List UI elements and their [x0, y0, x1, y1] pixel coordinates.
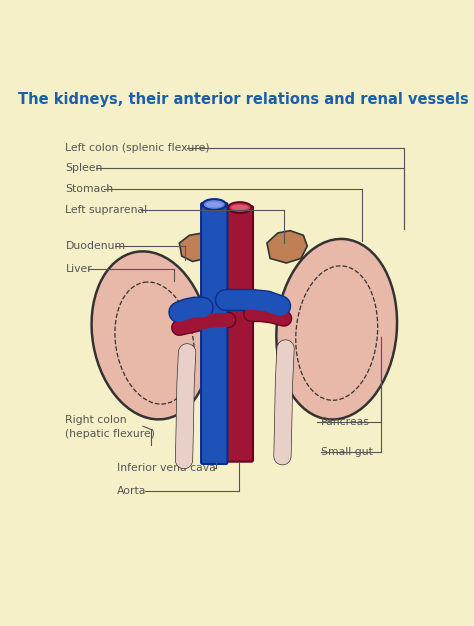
Ellipse shape [206, 202, 223, 207]
Polygon shape [267, 230, 307, 263]
Text: The kidneys, their anterior relations and renal vessels: The kidneys, their anterior relations an… [18, 92, 468, 107]
Ellipse shape [231, 205, 248, 210]
Ellipse shape [276, 239, 397, 419]
FancyBboxPatch shape [201, 203, 228, 464]
Text: Right colon: Right colon [65, 415, 127, 425]
Text: Small gut: Small gut [321, 448, 373, 458]
Text: Left colon (splenic flexure): Left colon (splenic flexure) [65, 143, 210, 153]
Text: Spleen: Spleen [65, 163, 103, 173]
Text: Inferior vena cava: Inferior vena cava [118, 463, 216, 473]
Text: Pancreas: Pancreas [321, 417, 370, 427]
Text: Duodenum: Duodenum [65, 241, 126, 251]
Text: Aorta: Aorta [118, 486, 147, 496]
Text: Liver: Liver [65, 264, 92, 274]
Ellipse shape [91, 252, 210, 419]
FancyBboxPatch shape [227, 206, 253, 461]
Text: Left suprarenal: Left suprarenal [65, 205, 147, 215]
Ellipse shape [202, 199, 226, 210]
Text: Stomach: Stomach [65, 184, 114, 194]
Polygon shape [179, 233, 214, 262]
Ellipse shape [228, 202, 251, 213]
Text: (hepatic flexure): (hepatic flexure) [65, 429, 155, 439]
